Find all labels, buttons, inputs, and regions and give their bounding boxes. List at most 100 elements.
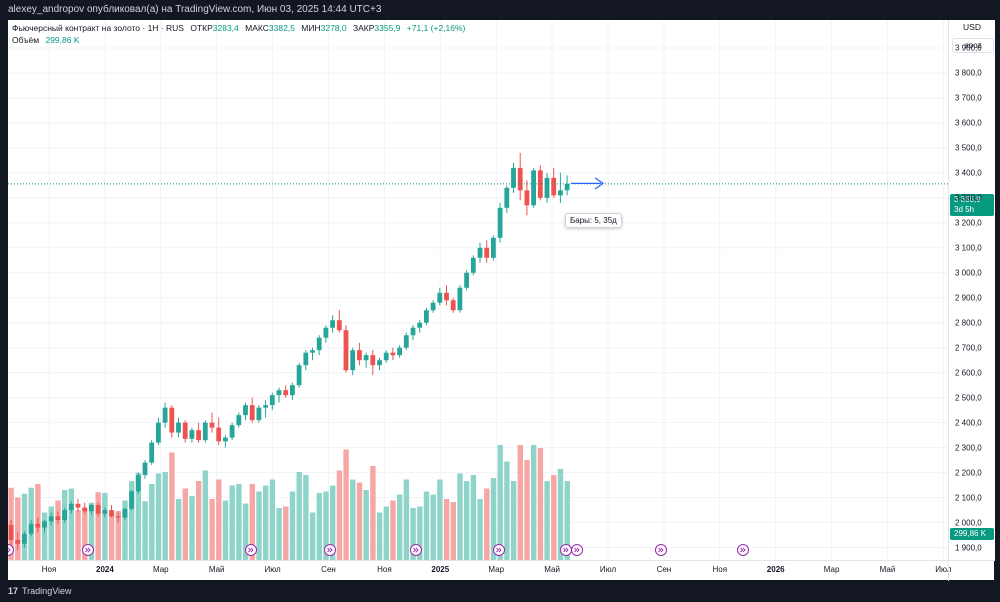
event-marker-icon[interactable] [8,544,14,556]
candle-body [115,516,121,518]
candle-body [109,510,114,517]
volume-bar [68,488,75,560]
scale-mode-button[interactable]: apoz [952,38,994,53]
candle-body [55,516,61,521]
candle-body [95,505,101,514]
volume-bar [189,496,195,560]
candle-body [377,360,382,366]
price-tick-label: 2 400,0 [955,418,982,428]
brand-name[interactable]: TradingView [22,586,72,596]
legend-close-value: 3355,9 [374,23,401,33]
candle-body [48,516,54,522]
candle-body [430,302,436,311]
volume-bar [142,501,148,560]
candle-body [316,337,322,351]
volume-bar [551,475,557,560]
publish-info: alexey_andropov опубликовал(а) на Tradin… [8,4,382,15]
volume-bar [524,460,530,560]
last-price-label: 3 355,9 3d 5h [950,194,994,216]
volume-value-label: 299,86 K [950,528,994,540]
candle-body [296,365,302,386]
candle-body [102,510,108,514]
candle-body [484,247,490,258]
candle-body [162,407,168,423]
volume-bar [417,506,423,560]
price-tick-label: 3 600,0 [955,118,982,128]
candle-body [189,430,195,439]
volume-bar [95,492,101,560]
volume-bar [544,481,550,560]
footer: 17 TradingView [0,580,1000,602]
candle-body [537,170,543,198]
candle-body [249,405,255,421]
volume-bar [383,506,389,560]
volume-bar [376,512,383,560]
volume-bar [229,485,235,560]
event-chevron-icon [248,547,254,553]
candle-body [403,335,409,348]
plot-area[interactable]: Фьючерсный контракт на золото · 1H · RUS… [8,20,948,560]
volume-bar [269,479,276,560]
time-tick-label: Сен [656,565,672,574]
volume-bar [303,475,309,560]
time-tick-label: Май [544,565,560,574]
price-tick-label: 3 700,0 [955,93,982,103]
volume-bar [363,490,369,560]
time-axis[interactable]: Ноя 2024 Мар Май Июл Сен Ноя 2025 Мар Май Июл Сен Но… [8,560,952,581]
volume-bar [182,488,188,560]
candle-body [196,430,201,441]
price-axis[interactable]: USD apoz 3 355,9 3d 5h 299,86 K 3 900,0 3… [948,20,995,560]
publish-header: alexey_andropov опубликовал(а) на Tradin… [0,0,1000,20]
candle-body [229,425,235,438]
candle-body [22,533,27,544]
candle-body [135,475,141,492]
volume-bar [510,481,517,560]
candle-body [290,385,295,396]
volume-bar [537,448,544,560]
legend-open-label: ОТКР [190,23,213,33]
candle-body [417,322,423,328]
legend-volume-row: Объём 299,86 K [12,34,465,46]
time-tick-label: Мар [823,565,840,574]
volume-bar [149,484,155,560]
volume-bar [283,506,289,560]
volume-bar [484,488,490,560]
candle-body [464,272,469,288]
candle-body [216,427,222,442]
legend-close-label: ЗАКР [352,23,375,33]
candle-body [82,507,88,512]
price-tick-label: 2 600,0 [955,368,982,378]
price-tick-label: 2 900,0 [955,293,982,303]
volume-bar [490,478,497,560]
candle-body [62,510,67,521]
price-tick-label: 2 700,0 [955,343,982,353]
candle-body [243,405,248,416]
candlestick-chart[interactable] [8,20,948,560]
volume-bar [370,466,376,560]
candle-body [511,167,516,188]
candle-body [357,350,362,361]
volume-bar [15,497,21,560]
candle-body [310,350,315,353]
time-tick-label: Июл [599,565,617,574]
time-tick-label: Июл [935,565,952,574]
legend-symbol[interactable]: Фьючерсный контракт на золото · 1H · RUS [12,23,184,33]
candle-body [343,330,349,371]
legend-volume-label[interactable]: Объём [12,35,40,45]
volume-bar [430,494,436,560]
time-tick-label: 2024 [95,565,114,574]
tradingview-logo-icon[interactable]: 17 [8,586,19,596]
price-tick-label: 3 900,0 [955,43,982,53]
time-tick-label: Май [879,565,896,574]
candle-body [169,407,175,433]
candle-body [28,523,34,534]
price-tick-label: 2 500,0 [955,393,982,403]
event-chevron-icon [85,547,91,553]
event-chevron-icon [740,547,746,553]
chart-canvas[interactable]: Фьючерсный контракт на золото · 1H · RUS… [8,20,995,581]
candle-body [544,177,550,198]
candle-body [450,300,456,311]
currency-label[interactable]: USD [963,22,981,32]
price-tick-label: 2 300,0 [955,443,982,453]
volume-bar [75,510,81,560]
